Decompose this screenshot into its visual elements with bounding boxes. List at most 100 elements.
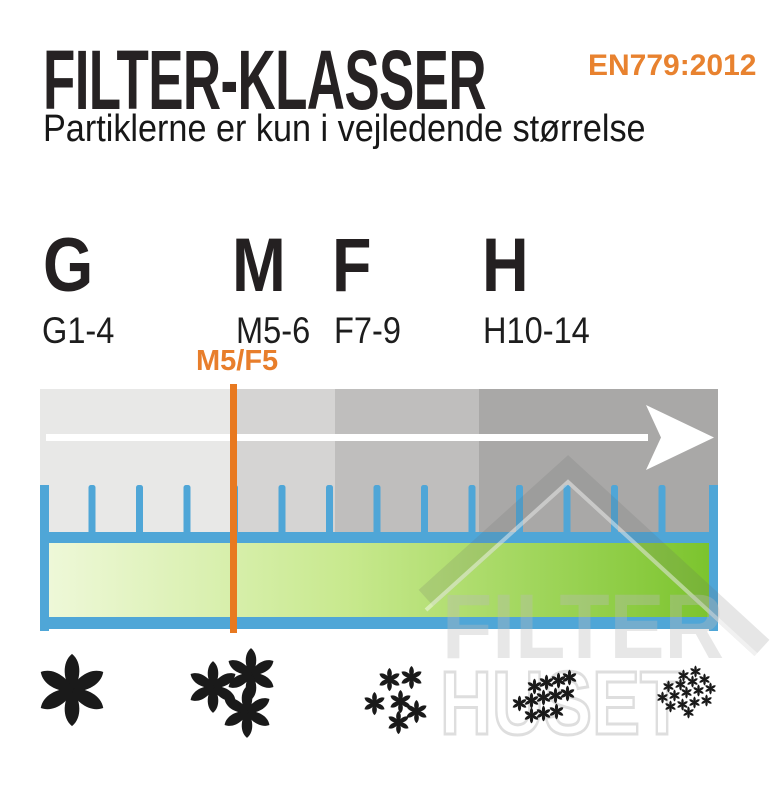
comb-right-border [709,485,718,631]
asterisk-icon [399,665,423,689]
particle-small-six [404,699,429,724]
asterisk-icon [221,686,273,738]
comb-tooth [183,485,191,535]
asterisk-icon [704,681,716,695]
particle-ultrafine-cluster [700,693,713,707]
asterisk-icon [686,674,698,688]
asterisk-icon [698,672,710,686]
asterisk-icon [377,667,401,691]
comb-tooth [468,485,476,535]
asterisk-icon [535,705,551,721]
particle-ultrafine-cluster [656,690,669,704]
comb-shelf-bar [40,532,718,543]
asterisk-icon [535,689,551,705]
comb-tooth [421,485,428,535]
asterisk-icon [677,668,689,682]
asterisk-icon [511,695,527,711]
particle-medium-trio [223,646,279,702]
comb-tooth [516,485,523,535]
asterisk-icon [404,699,428,723]
marker-line [230,384,237,633]
particle-fine-cluster [559,685,576,702]
asterisk-icon [547,687,563,703]
particle-fine-cluster [526,678,543,695]
page-subtitle: Partiklerne er kun i vejledende størrels… [43,108,646,150]
comb-tooth [278,485,286,535]
asterisk-icon [37,653,107,727]
asterisk-icon [388,689,412,713]
particle-coarse-single [33,651,111,729]
particle-ultrafine-cluster [692,683,705,697]
particle-small-six [388,689,413,714]
particle-small-six [362,691,387,716]
filter-scale-graphic [40,389,718,631]
asterisk-icon [676,697,688,711]
asterisk-icon [664,699,676,713]
comb-tooth [136,485,143,535]
asterisk-icon [559,685,575,701]
asterisk-icon [550,672,566,688]
class-letter-f: F [332,223,372,308]
particle-small-six [377,667,402,692]
comb-tooth [611,485,618,535]
particle-ultrafine-cluster [668,688,681,702]
particle-ultrafine-cluster [698,672,711,686]
asterisk-icon [548,703,564,719]
asterisk-icon [700,693,712,707]
bottom-blue-bar [40,617,718,629]
asterisk-icon [561,669,577,685]
class-range-f: F7-9 [334,310,401,351]
asterisk-icon [526,678,542,694]
particle-ultrafine-cluster [686,674,699,688]
particle-small-six [399,665,424,690]
class-letter-h: H [482,223,529,308]
green-gradient-bar [49,543,709,617]
comb-tooth [373,485,381,535]
particle-fine-cluster [538,674,555,691]
particle-ultrafine-cluster [664,699,677,713]
arrow-head-icon [646,405,714,470]
particle-fine-cluster [523,707,540,724]
page-title: FILTER-KLASSER [43,33,487,127]
asterisk-icon [523,707,539,723]
asterisk-icon [523,692,539,708]
asterisk-icon [674,677,686,691]
asterisk-icon [538,674,554,690]
arrow-shaft [46,434,648,441]
particle-small-six [386,710,411,735]
comb-tooth [326,485,333,535]
marker-label-m5f5: M5/F5 [196,345,279,377]
comb-tooth [658,485,666,535]
asterisk-icon [688,695,700,709]
particle-medium-trio [185,659,241,715]
particle-fine-cluster [548,703,565,720]
comb-left-border [40,485,49,631]
watermark-text-huset: HUSET [440,654,684,754]
particle-fine-cluster [535,689,552,706]
particle-ultrafine-cluster [704,681,717,695]
asterisk-icon [656,690,668,704]
particle-fine-cluster [523,692,540,709]
standard-badge: EN779:2012 [588,49,757,82]
segment-f [335,389,479,532]
asterisk-icon [225,648,277,700]
segment-h [479,389,718,532]
asterisk-icon [662,679,674,693]
particle-fine-cluster [550,672,567,689]
particle-ultrafine-cluster [689,664,702,678]
class-range-g: G1-4 [42,310,115,351]
class-letter-m: M [232,223,286,308]
particle-ultrafine-cluster [682,705,695,719]
asterisk-icon [692,683,704,697]
asterisk-icon [668,688,680,702]
particle-fine-cluster [535,705,552,722]
particle-fine-cluster [511,695,528,712]
class-range-m: M5-6 [236,310,311,351]
particle-fine-cluster [547,687,564,704]
comb-tooth [88,485,96,535]
particle-ultrafine-cluster [662,679,675,693]
particle-ultrafine-cluster [680,685,693,699]
particle-ultrafine-cluster [676,697,689,711]
comb-tooth [563,485,571,535]
